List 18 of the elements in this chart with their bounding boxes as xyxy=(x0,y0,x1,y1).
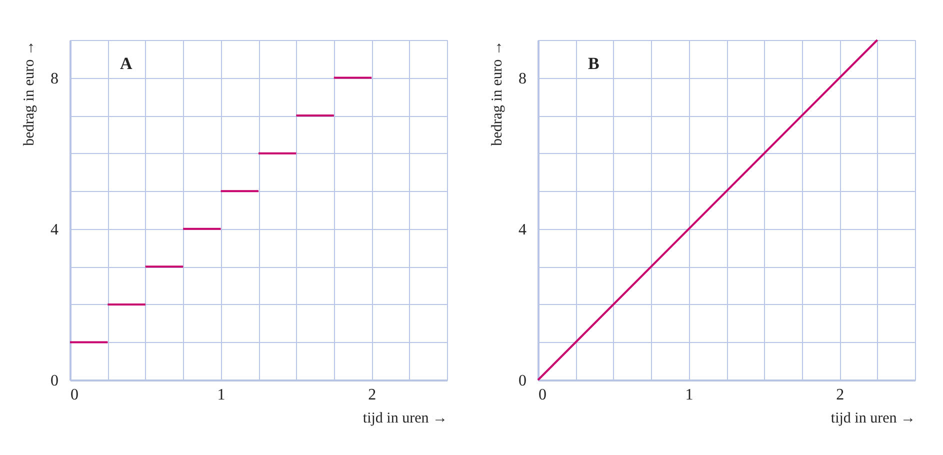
x-tick-label: 2 xyxy=(836,386,844,404)
x-axis-title: tijd in uren → xyxy=(830,410,916,426)
x-tick-label: 1 xyxy=(685,386,694,404)
y-axis-title: bedrag in euro → xyxy=(22,40,38,146)
annotation: B xyxy=(588,54,600,73)
y-tick-label: 0 xyxy=(518,372,526,390)
x-tick-label: 0 xyxy=(538,386,546,404)
y-tick-label: 4 xyxy=(50,221,58,238)
x-axis-title: tijd in uren → xyxy=(362,410,448,426)
y-tick-label: 0 xyxy=(50,372,58,390)
y-tick-label: 8 xyxy=(50,70,58,88)
x-tick-label: 2 xyxy=(368,386,376,404)
x-tick-label: 0 xyxy=(70,386,78,404)
y-tick-label: 8 xyxy=(518,70,526,88)
x-tick-label: 1 xyxy=(217,386,226,404)
y-axis-title: bedrag in euro → xyxy=(490,40,506,146)
y-tick-label: 4 xyxy=(518,221,526,238)
annotation: A xyxy=(120,54,133,73)
